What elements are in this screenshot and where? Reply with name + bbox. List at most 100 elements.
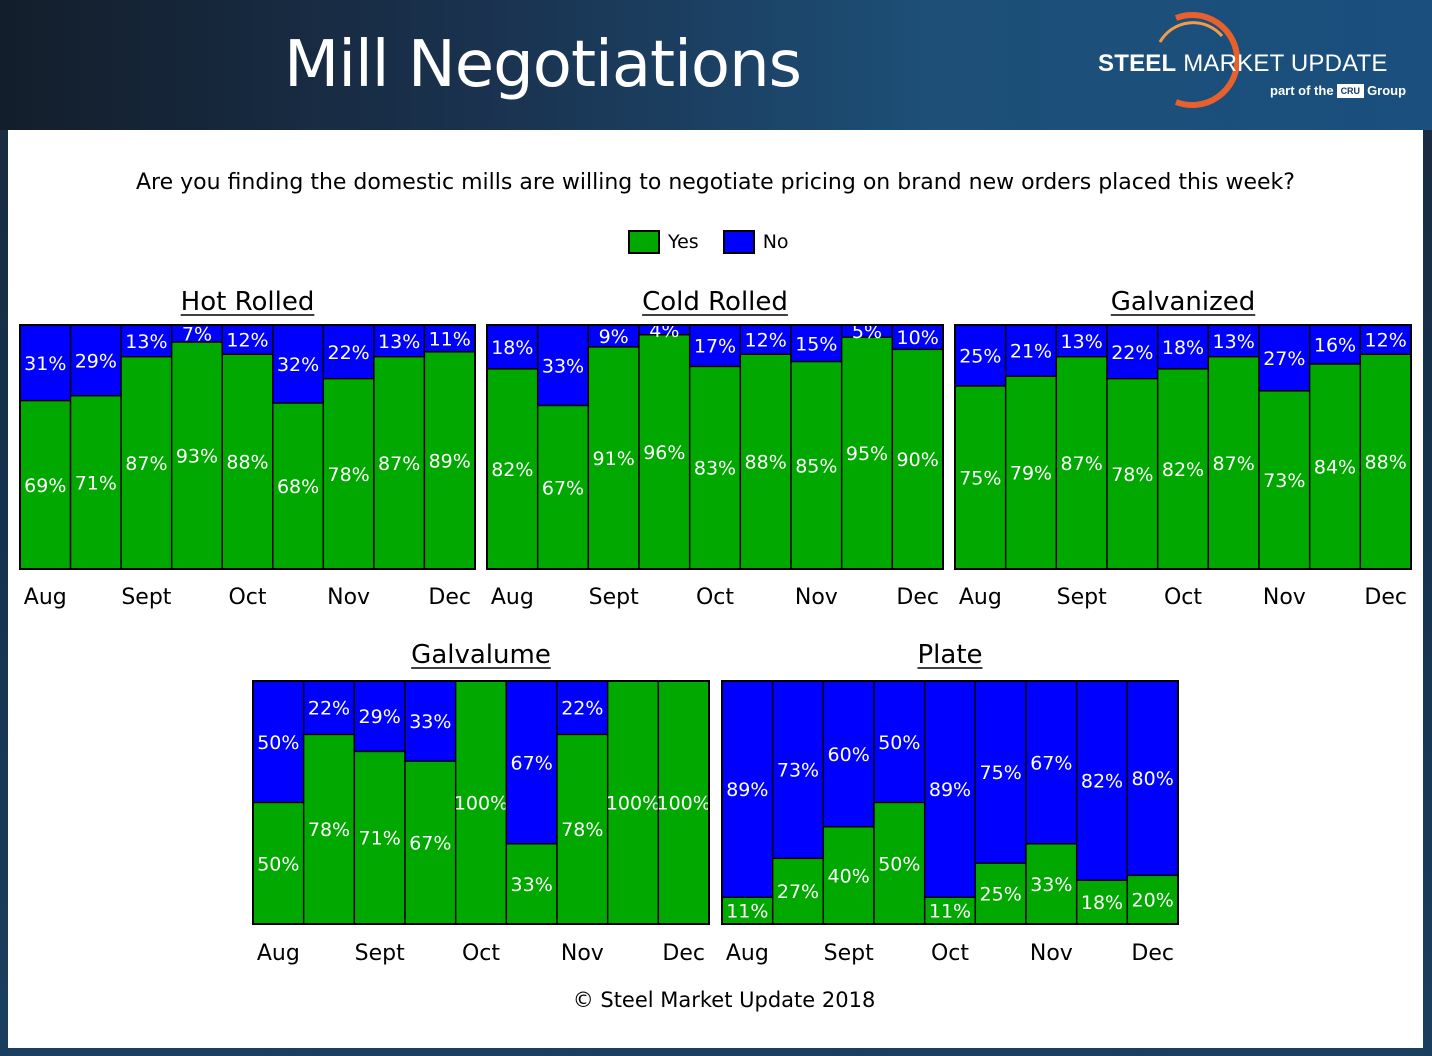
bar-yes-galvanized-7: [1308, 363, 1362, 570]
data-label-no-galvanized-3: 22%: [1111, 342, 1153, 364]
bar-yes-cold-rolled-2: [587, 346, 640, 570]
data-label-yes-cold-rolled-3: 96%: [643, 442, 685, 464]
data-label-yes-plate-6: 33%: [1030, 874, 1072, 896]
bar-yes-hot-rolled-0: [19, 399, 72, 570]
data-label-no-hot-rolled-5: 32%: [277, 354, 319, 376]
bar-no-galvanized-6: [1258, 324, 1311, 392]
data-label-yes-galvalume-3: 67%: [409, 833, 451, 855]
data-label-no-galvanized-6: 27%: [1263, 348, 1305, 370]
data-label-yes-galvanized-4: 82%: [1162, 459, 1204, 481]
data-label-no-hot-rolled-7: 13%: [378, 331, 420, 353]
tick-label-cold-rolled-sept: Sept: [589, 585, 639, 610]
data-label-yes-hot-rolled-7: 87%: [378, 453, 420, 475]
chart-title-hot-rolled: Hot Rolled: [181, 287, 315, 317]
data-label-no-hot-rolled-8: 11%: [429, 328, 471, 350]
data-label-no-plate-1: 73%: [777, 760, 819, 782]
data-label-yes-galvalume-1: 78%: [308, 819, 350, 841]
bar-yes-plate-3: [873, 801, 926, 925]
data-label-yes-hot-rolled-4: 88%: [226, 452, 268, 474]
bar-no-galvanized-3: [1106, 324, 1159, 380]
data-label-yes-hot-rolled-2: 87%: [125, 453, 167, 475]
tick-label-hot-rolled-aug: Aug: [24, 585, 67, 610]
data-label-yes-galvalume-8: 100%: [657, 793, 711, 815]
survey-question: Are you finding the domestic mills are w…: [136, 170, 1295, 195]
data-label-yes-galvalume-6: 78%: [561, 819, 603, 841]
bar-no-hot-rolled-4: [221, 324, 274, 355]
data-label-yes-galvanized-0: 75%: [959, 468, 1001, 490]
logo-swoosh-icon: [1158, 12, 1240, 108]
data-label-no-cold-rolled-3: 4%: [649, 320, 679, 342]
bar-no-hot-rolled-2: [120, 324, 173, 358]
tick-label-plate-nov: Nov: [1030, 941, 1073, 966]
data-label-no-cold-rolled-2: 9%: [599, 326, 629, 348]
data-label-yes-hot-rolled-6: 78%: [327, 464, 369, 486]
logo-wordmark: STEEL MARKET UPDATE: [1098, 50, 1388, 78]
data-label-yes-cold-rolled-8: 90%: [897, 449, 939, 471]
tick-label-galvalume-oct: Oct: [462, 941, 500, 966]
data-label-yes-cold-rolled-1: 67%: [542, 477, 584, 499]
bar-yes-galvalume-0: [252, 801, 305, 925]
bar-yes-hot-rolled-6: [322, 377, 375, 570]
bar-yes-galvanized-5: [1207, 356, 1260, 570]
data-label-no-plate-7: 82%: [1081, 771, 1123, 793]
bar-yes-cold-rolled-4: [688, 365, 742, 570]
data-label-no-plate-2: 60%: [828, 744, 870, 766]
page-title: Mill Negotiations: [284, 28, 802, 102]
bar-yes-plate-4: [923, 896, 977, 925]
data-label-no-hot-rolled-4: 12%: [226, 330, 268, 352]
data-label-no-cold-rolled-6: 15%: [795, 333, 837, 355]
chart-cold-rolled: Cold Rolled 18% 82% 33% 67% 9% 91% 4% 96% 17% 83% 1…: [486, 287, 944, 610]
logo-subtitle: part of the CRU Group: [1270, 83, 1406, 98]
data-label-yes-cold-rolled-2: 91%: [593, 448, 635, 470]
copyright-footer: © Steel Market Update 2018: [572, 988, 876, 1012]
tick-label-hot-rolled-oct: Oct: [228, 585, 266, 610]
bar-no-cold-rolled-4: [688, 324, 742, 368]
data-label-no-plate-6: 67%: [1030, 752, 1072, 774]
data-label-no-cold-rolled-5: 12%: [745, 330, 787, 352]
bar-yes-galvalume-4: [454, 680, 508, 925]
bar-yes-hot-rolled-3: [170, 341, 223, 570]
data-label-no-hot-rolled-6: 22%: [327, 342, 369, 364]
data-label-yes-plate-4: 11%: [929, 901, 971, 923]
bar-no-hot-rolled-1: [69, 324, 122, 397]
steel-market-update-logo: STEEL MARKET UPDATE part of the CRU Group: [1090, 10, 1430, 110]
data-label-yes-galvalume-7: 100%: [606, 793, 660, 815]
chart-hot-rolled: Hot Rolled 31% 69% 29% 71% 13% 87% 7% 93% 12% 88% 3…: [19, 287, 476, 610]
data-label-yes-cold-rolled-0: 82%: [491, 459, 533, 481]
logo-word-market-update: MARKET UPDATE: [1183, 50, 1388, 77]
plot-frame-hot-rolled: [19, 324, 476, 570]
bar-yes-galvalume-6: [556, 733, 609, 925]
data-label-yes-plate-0: 11%: [726, 901, 768, 923]
data-label-yes-cold-rolled-5: 88%: [745, 452, 787, 474]
plot-frame-galvanized: [954, 324, 1412, 570]
legend-item-yes: Yes: [628, 230, 699, 254]
data-label-no-galvanized-5: 13%: [1213, 331, 1255, 353]
legend-item-no: No: [722, 230, 789, 254]
data-label-yes-galvalume-4: 100%: [454, 793, 508, 815]
tick-label-galvalume-aug: Aug: [257, 941, 300, 966]
bar-yes-hot-rolled-7: [373, 356, 426, 570]
data-label-yes-galvalume-5: 33%: [511, 874, 553, 896]
data-label-no-hot-rolled-0: 31%: [24, 353, 66, 375]
data-label-yes-galvanized-2: 87%: [1061, 453, 1103, 475]
data-label-no-plate-4: 89%: [929, 779, 971, 801]
plot-frame-galvalume: [252, 680, 710, 925]
bar-yes-galvanized-3: [1106, 377, 1159, 570]
bar-no-galvanized-0: [954, 324, 1007, 387]
data-label-yes-plate-8: 20%: [1132, 890, 1174, 912]
plot-frame-plate: [721, 680, 1179, 925]
data-label-no-galvalume-1: 22%: [308, 698, 350, 720]
header-banner: Mill Negotiations STEEL MARKET UPDATE pa…: [0, 0, 1432, 130]
data-label-no-hot-rolled-3: 7%: [182, 324, 212, 346]
legend-label-no: No: [762, 231, 789, 253]
tick-label-galvalume-nov: Nov: [561, 941, 604, 966]
bar-yes-plate-7: [1075, 879, 1129, 925]
tick-label-galvalume-sept: Sept: [355, 941, 405, 966]
tick-label-cold-rolled-dec: Dec: [896, 585, 939, 610]
data-label-yes-cold-rolled-7: 95%: [846, 443, 888, 465]
chart-title-plate: Plate: [917, 640, 982, 670]
bar-no-galvalume-0: [252, 680, 305, 804]
data-label-yes-galvanized-6: 73%: [1263, 470, 1305, 492]
chart-galvalume: Galvalume50%50%22%78%29%71%33%67%100%67%…: [252, 640, 711, 966]
bar-no-galvanized-5: [1207, 324, 1260, 358]
